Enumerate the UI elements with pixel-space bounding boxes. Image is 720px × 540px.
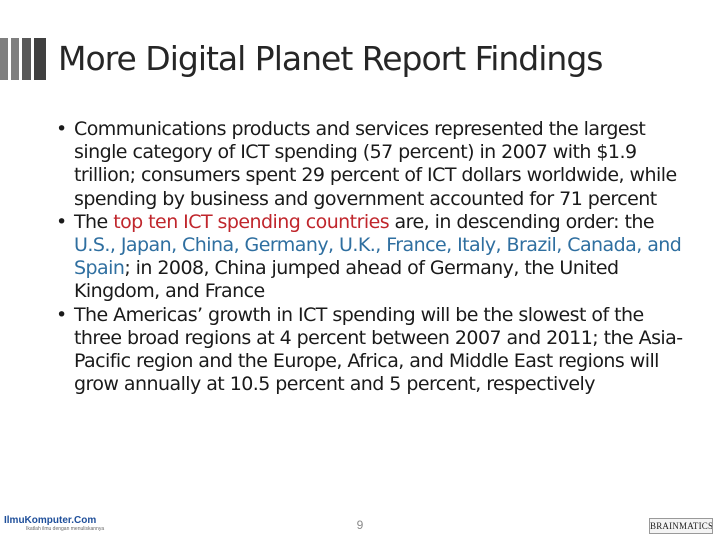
bullet-item: • The Americas’ growth in ICT spending wi… (56, 304, 692, 397)
brainmatics-logo: BRAINMATICS (649, 518, 713, 534)
bullet-text: The Americas’ growth in ICT spending wil… (74, 303, 683, 396)
title-accent-bars (0, 38, 50, 80)
bullet-text: ; in 2008, China jumped ahead of Germany… (74, 257, 619, 303)
slide-title: More Digital Planet Report Findings (58, 39, 603, 78)
accent-bar (11, 38, 19, 80)
bullet-dot: • (56, 303, 67, 326)
ilmukomputer-logo: IlmuKomputer.Com Ikatlah ilmu dengan men… (4, 515, 105, 535)
accent-bar (0, 38, 8, 80)
bullet-list: • Communications products and services re… (56, 118, 692, 396)
bullet-dot: • (56, 118, 67, 140)
bullet-item: • The top ten ICT spending countries are,… (56, 211, 692, 304)
bullet-dot: • (56, 210, 67, 233)
bullet-text: Communications products and services rep… (74, 118, 677, 210)
bullet-text: are, in descending order: the (389, 210, 655, 233)
highlighted-text: U.S., Japan, China, Germany, U.K., Franc… (74, 234, 682, 280)
accent-bar (34, 38, 46, 80)
ilmukomputer-logo-tagline: Ikatlah ilmu dengan menuliskannya (26, 526, 105, 532)
page-number: 9 (356, 518, 364, 532)
bullet-item: • Communications products and services re… (56, 118, 692, 211)
ilmukomputer-logo-text: IlmuKomputer.Com (4, 515, 97, 526)
accent-bar (22, 38, 31, 80)
bullet-text: The (74, 210, 114, 233)
highlighted-text: top ten ICT spending countries (113, 210, 390, 233)
